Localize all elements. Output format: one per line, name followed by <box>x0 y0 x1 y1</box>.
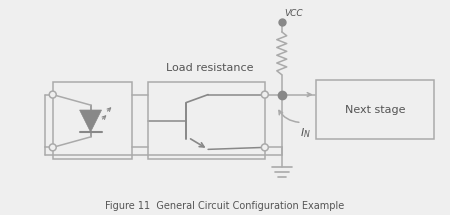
Circle shape <box>49 91 56 98</box>
Text: $I_N$: $I_N$ <box>300 126 310 140</box>
Bar <box>53 82 132 159</box>
Bar <box>315 80 434 139</box>
Text: VCC: VCC <box>285 9 303 18</box>
Polygon shape <box>80 110 102 132</box>
Text: Next stage: Next stage <box>345 104 405 115</box>
Bar <box>148 82 265 159</box>
Circle shape <box>49 144 56 151</box>
Circle shape <box>261 91 268 98</box>
Text: Load resistance: Load resistance <box>166 63 254 73</box>
Text: Figure 11  General Circuit Configuration Example: Figure 11 General Circuit Configuration … <box>105 201 345 211</box>
Circle shape <box>261 144 268 151</box>
